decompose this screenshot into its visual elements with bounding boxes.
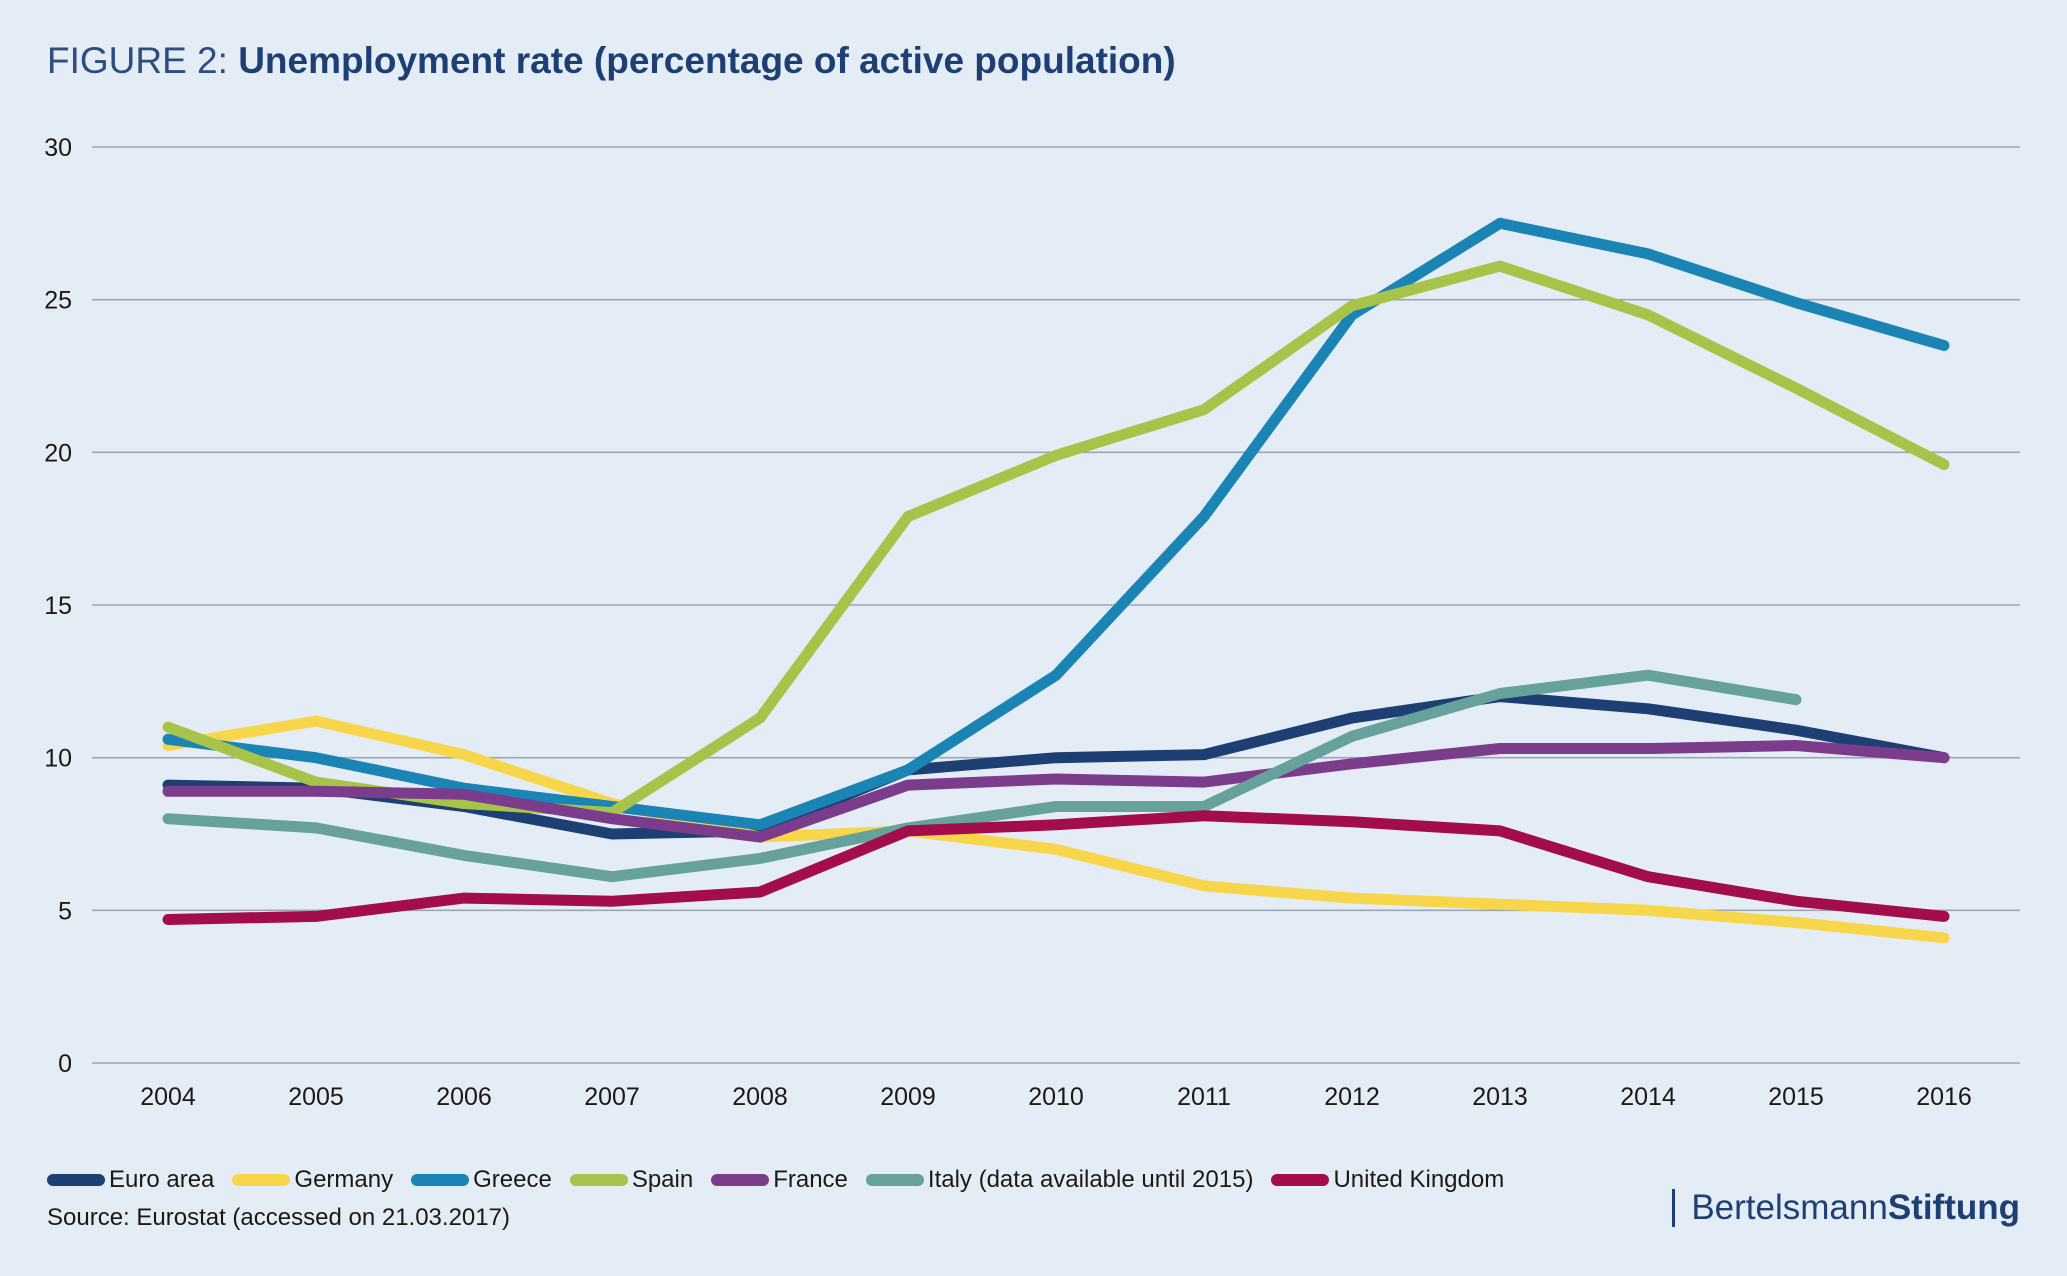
series-line-united-kingdom (162, 810, 1950, 925)
series-line-italy (162, 669, 1802, 883)
legend-swatch (411, 1174, 470, 1186)
figure-title: Unemployment rate (percentage of active … (238, 40, 1176, 81)
x-tick-label: 2004 (140, 1083, 196, 1111)
legend-item-united-kingdom: United Kingdom (1271, 1166, 1504, 1194)
x-tick-label: 2012 (1324, 1083, 1380, 1111)
x-tick-label: 2010 (1028, 1083, 1084, 1111)
legend-swatch (47, 1174, 105, 1186)
x-tick-label: 2013 (1472, 1083, 1528, 1111)
series-line-france (162, 740, 1950, 843)
legend-item-france: France (711, 1166, 848, 1194)
legend-swatch (711, 1174, 770, 1186)
legend-item-spain: Spain (569, 1166, 694, 1194)
x-tick-label: 2005 (288, 1083, 344, 1111)
legend-item-euro-area: Euro area (47, 1166, 214, 1194)
series-line-germany (162, 715, 1950, 944)
x-tick-label: 2009 (880, 1083, 936, 1111)
legend-label: Germany (294, 1166, 394, 1193)
legend-item-germany: Germany (232, 1166, 393, 1194)
x-tick-label: 2008 (732, 1083, 788, 1111)
legend-swatch (865, 1174, 924, 1186)
brand-bar (1672, 1189, 1676, 1227)
y-tick-label: 0 (58, 1050, 72, 1078)
legend-label: Greece (473, 1166, 552, 1193)
legend: Euro area Germany Greece Spain France Italy (… (47, 1166, 1522, 1194)
y-tick-label: 25 (44, 287, 72, 315)
legend-swatch (232, 1174, 291, 1186)
legend-swatch (1271, 1174, 1330, 1186)
series-lines (162, 217, 1950, 944)
x-tick-label: 2006 (436, 1083, 492, 1111)
y-tick-label: 5 (58, 897, 72, 925)
x-tick-label: 2011 (1177, 1083, 1231, 1111)
legend-item-greece: Greece (411, 1166, 552, 1194)
legend-label: United Kingdom (1333, 1166, 1505, 1193)
legend-label: Italy (data available until 2015) (927, 1166, 1254, 1193)
y-tick-label: 30 (44, 134, 72, 162)
legend-label: Spain (631, 1166, 694, 1193)
x-tick-label: 2015 (1768, 1083, 1824, 1111)
source-note: Source: Eurostat (accessed on 21.03.2017… (47, 1204, 510, 1231)
series-line-greece (162, 217, 1950, 831)
x-tick-label: 2007 (584, 1083, 640, 1111)
y-tick-label: 10 (44, 745, 72, 773)
series-line-spain (162, 260, 1950, 819)
legend-item-italy: Italy (data available until 2015) (865, 1166, 1254, 1194)
brand-logo: Bertelsmann Stiftung (1672, 1188, 2020, 1228)
line-chart: 0 5 10 15 20 25 30 2004 2005 2006 2007 2008 2009 201… (44, 134, 2020, 1111)
chart-title: FIGURE 2: Unemployment rate (percentage … (47, 40, 1176, 82)
brand-name-part2: Stiftung (1887, 1188, 2020, 1227)
x-axis-ticks: 2004 2005 2006 2007 2008 2009 2010 2011 2012 2013… (140, 1083, 1972, 1111)
y-tick-label: 20 (44, 439, 72, 467)
y-tick-label: 15 (44, 592, 72, 620)
figure-label: FIGURE 2: (47, 40, 239, 81)
x-tick-label: 2014 (1620, 1083, 1676, 1111)
series-line-euro-area (162, 691, 1950, 840)
legend-swatch (569, 1174, 628, 1186)
y-axis-ticks: 0 5 10 15 20 25 30 (44, 134, 72, 1078)
x-tick-label: 2016 (1916, 1083, 1972, 1111)
brand-name-part1: Bertelsmann (1691, 1188, 1888, 1227)
legend-label: Euro area (109, 1166, 215, 1193)
legend-label: France (773, 1166, 848, 1193)
